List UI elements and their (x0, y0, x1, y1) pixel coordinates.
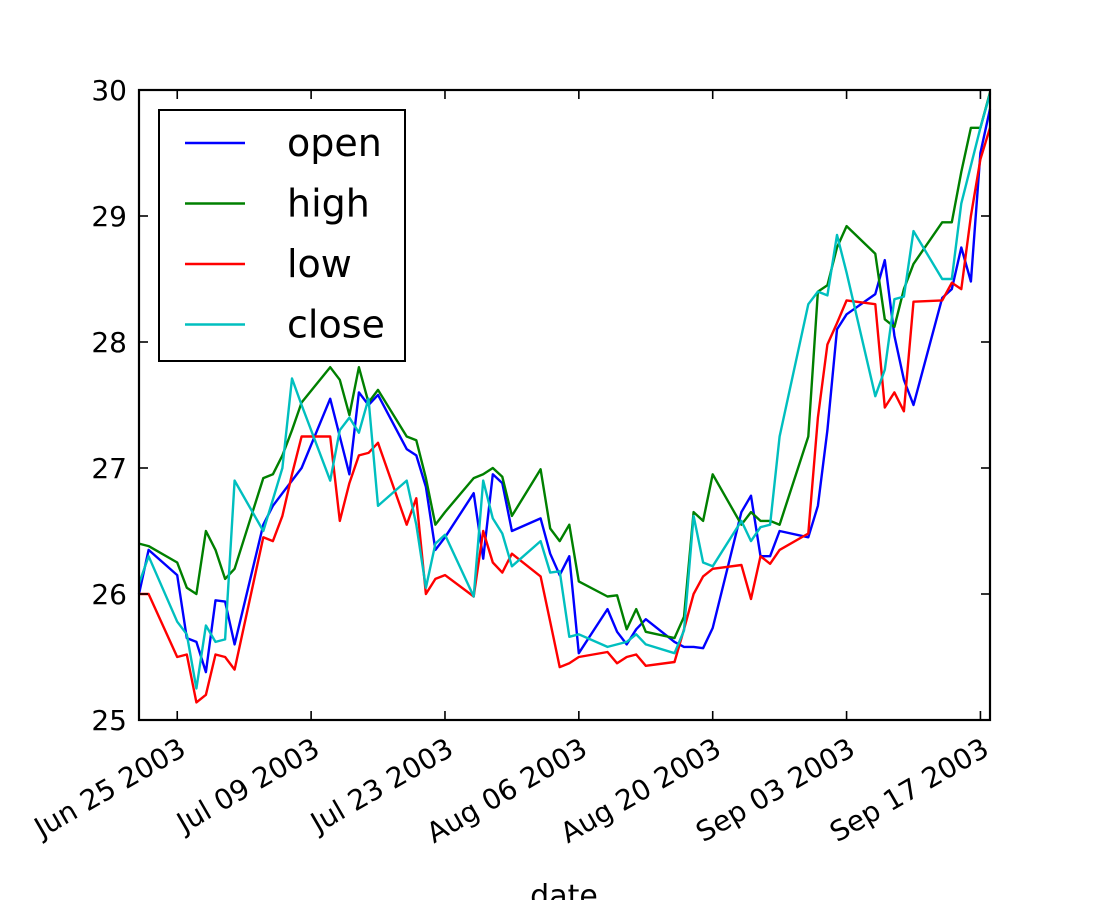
series-line-high (138, 92, 992, 640)
legend-label-close: close (287, 303, 385, 347)
series-line-low (139, 127, 992, 704)
legend-label-high: high (287, 182, 370, 226)
series-line-open (137, 108, 992, 674)
series-line-close (137, 93, 992, 690)
x-tick-label: Jun 25 2003 (27, 731, 191, 845)
legend-box (158, 109, 406, 362)
y-tick-label: 30 (91, 74, 127, 107)
x-axis-label: date (530, 879, 598, 900)
y-tick-label: 25 (91, 704, 127, 737)
y-tick-label: 27 (91, 452, 127, 485)
x-tick-label: Jul 09 2003 (170, 731, 325, 840)
plot-frame (137, 88, 992, 722)
legend-label-open: open (287, 121, 382, 165)
y-tick-label: 29 (91, 200, 127, 233)
y-tick-label: 26 (91, 578, 127, 611)
legend-label-low: low (287, 242, 352, 286)
y-axis: 25 26 27 28 29 30 (91, 74, 990, 737)
legend: open high low close (158, 109, 406, 362)
y-tick-label: 28 (91, 326, 127, 359)
series-lines (137, 92, 992, 704)
